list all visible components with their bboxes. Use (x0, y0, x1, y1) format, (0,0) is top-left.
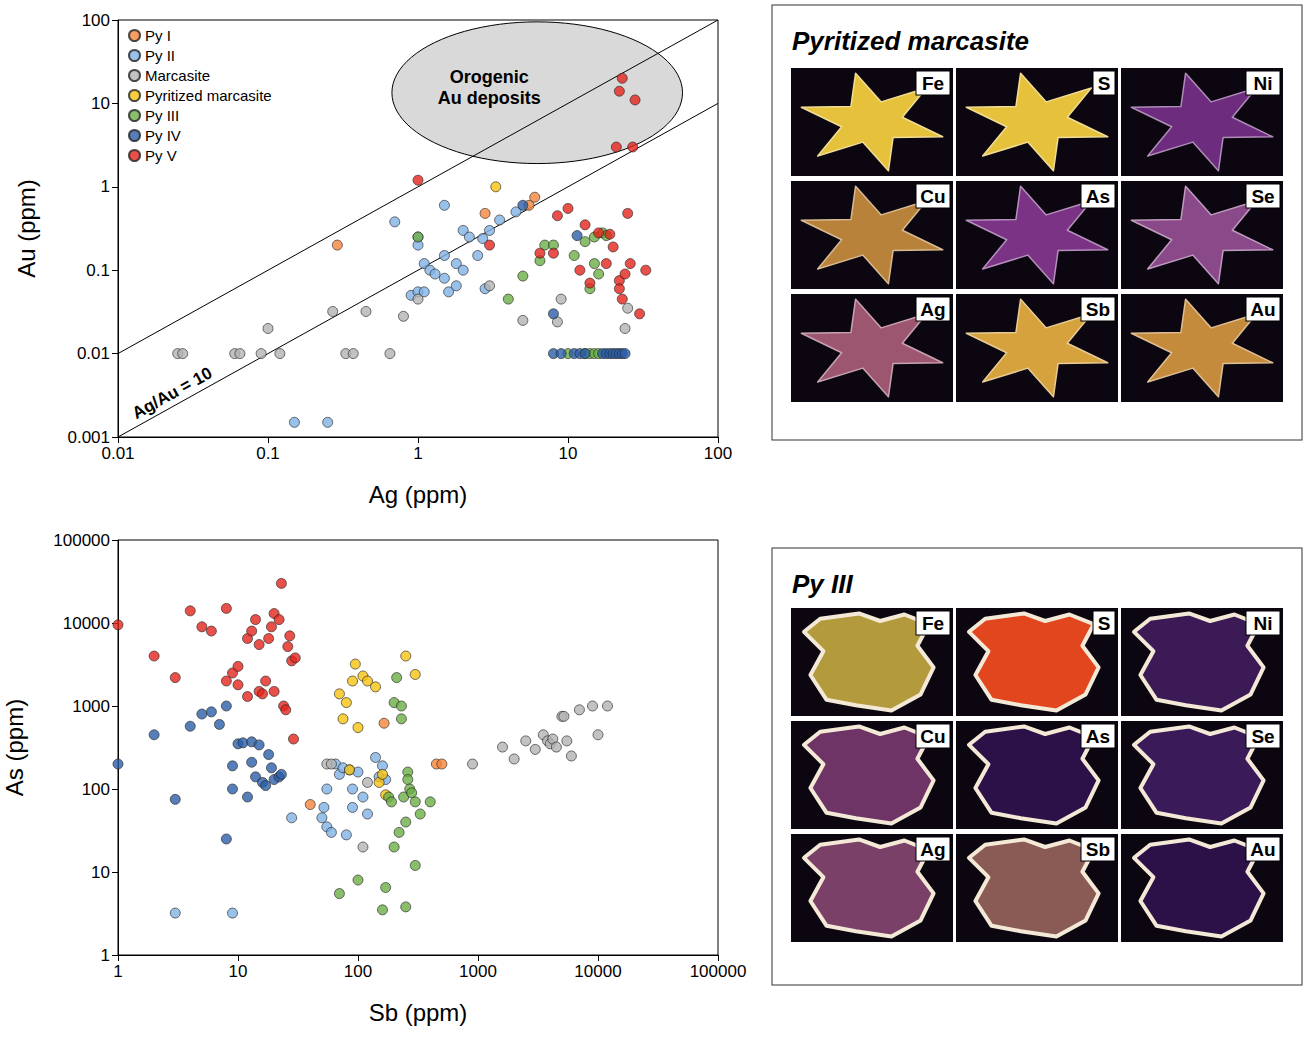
svg-text:1: 1 (113, 962, 122, 981)
svg-text:1000: 1000 (459, 962, 497, 981)
svg-text:As: As (1086, 186, 1110, 207)
svg-text:Sb: Sb (1086, 839, 1110, 860)
svg-text:Py V: Py V (145, 147, 177, 164)
svg-text:Fe: Fe (922, 73, 944, 94)
svg-text:1: 1 (101, 177, 110, 196)
svg-text:0.1: 0.1 (86, 261, 110, 280)
svg-text:10: 10 (91, 94, 110, 113)
svg-text:Ag: Ag (920, 299, 945, 320)
svg-text:Au deposits: Au deposits (438, 88, 541, 108)
svg-text:10: 10 (91, 863, 110, 882)
svg-text:100: 100 (82, 11, 110, 30)
svg-text:100000: 100000 (690, 962, 747, 981)
svg-text:Py II: Py II (145, 47, 175, 64)
svg-text:Sb: Sb (1086, 299, 1110, 320)
svg-text:100: 100 (344, 962, 372, 981)
svg-text:0.01: 0.01 (101, 444, 134, 463)
svg-text:Au: Au (1250, 299, 1275, 320)
svg-text:10000: 10000 (63, 614, 110, 633)
svg-text:Fe: Fe (922, 613, 944, 634)
svg-text:Marcasite: Marcasite (145, 67, 210, 84)
svg-text:As (ppm): As (ppm) (1, 699, 28, 796)
svg-text:0.01: 0.01 (77, 344, 110, 363)
svg-text:Ag: Ag (920, 839, 945, 860)
svg-text:Py III: Py III (792, 569, 853, 599)
svg-text:Sb (ppm): Sb (ppm) (369, 999, 468, 1026)
svg-text:Cu: Cu (920, 186, 945, 207)
svg-text:Pyritized marcasite: Pyritized marcasite (792, 26, 1029, 56)
svg-text:Ag/Au = 10: Ag/Au = 10 (129, 363, 215, 423)
svg-text:Se: Se (1251, 726, 1274, 747)
svg-text:Se: Se (1251, 186, 1274, 207)
svg-text:S: S (1098, 613, 1111, 634)
svg-text:Ni: Ni (1254, 613, 1273, 634)
svg-text:100000: 100000 (53, 531, 110, 550)
svg-text:0.001: 0.001 (67, 427, 110, 447)
svg-text:Cu: Cu (920, 726, 945, 747)
svg-text:100: 100 (704, 444, 732, 463)
svg-text:Py I: Py I (145, 27, 171, 44)
svg-text:1000: 1000 (72, 697, 110, 716)
svg-text:0.1: 0.1 (256, 444, 280, 463)
svg-text:1: 1 (413, 444, 422, 463)
svg-text:S: S (1098, 73, 1111, 94)
svg-text:Au: Au (1250, 839, 1275, 860)
svg-text:Py III: Py III (145, 107, 179, 124)
svg-text:Ni: Ni (1254, 73, 1273, 94)
svg-text:Orogenic: Orogenic (450, 67, 529, 87)
svg-text:Au (ppm): Au (ppm) (13, 179, 40, 278)
svg-text:Pyritized marcasite: Pyritized marcasite (145, 87, 272, 104)
svg-text:10: 10 (559, 444, 578, 463)
svg-text:10: 10 (229, 962, 248, 981)
svg-text:As: As (1086, 726, 1110, 747)
svg-text:Py IV: Py IV (145, 127, 181, 144)
svg-text:1: 1 (101, 946, 110, 965)
svg-text:Ag (ppm): Ag (ppm) (369, 481, 468, 508)
svg-text:100: 100 (82, 780, 110, 799)
svg-text:10000: 10000 (574, 962, 621, 981)
